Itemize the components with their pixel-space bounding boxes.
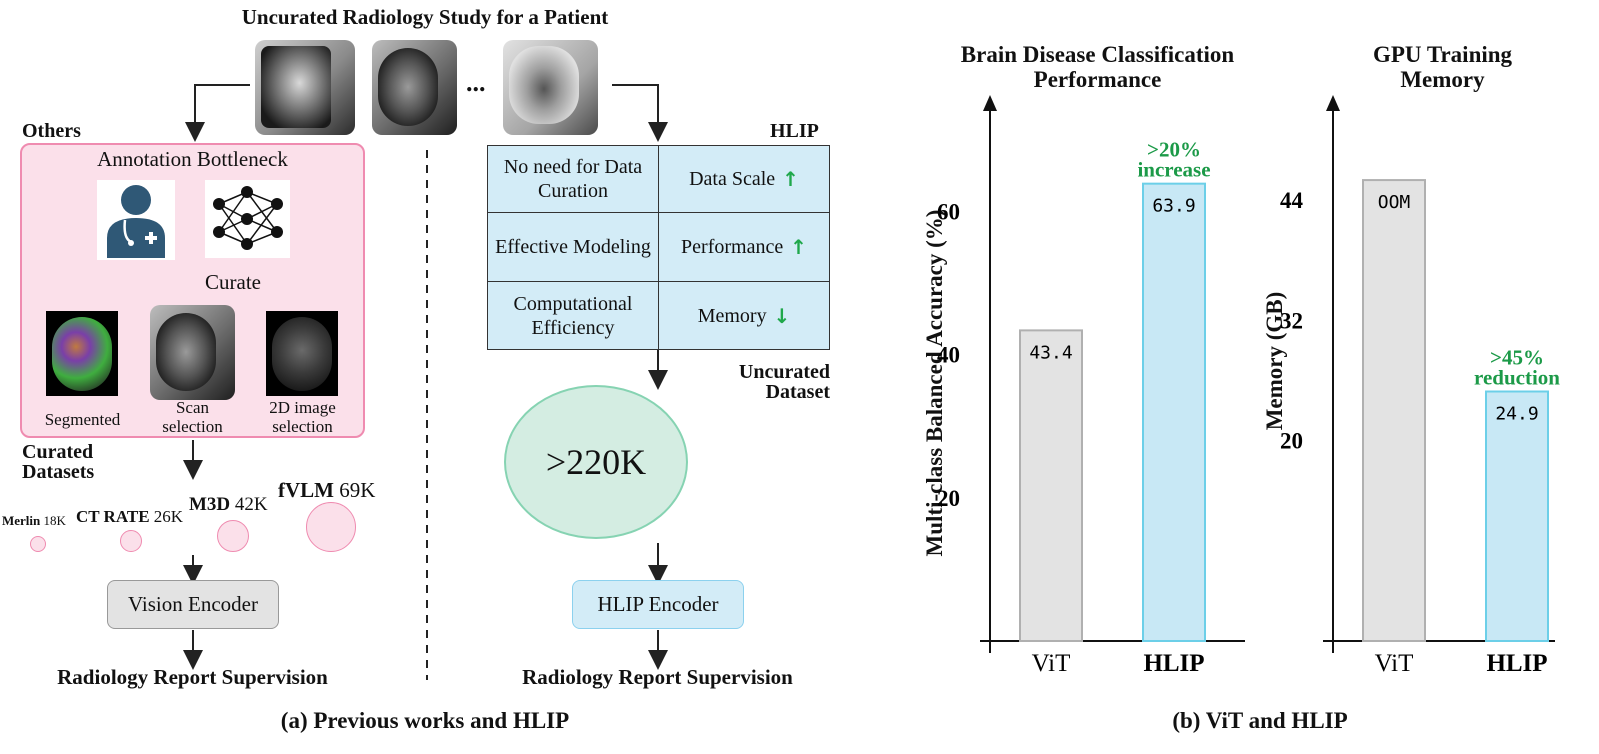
2d-image-selection-label: 2D image selection bbox=[269, 398, 336, 436]
table-cell-right-3: Memory ↓ bbox=[658, 281, 830, 350]
chart1-category-hlip: HLIP bbox=[1143, 650, 1204, 677]
uncurated-dataset-label: Uncurated Dataset bbox=[738, 361, 830, 403]
scan-selection-label: Scan selection bbox=[162, 398, 223, 436]
chart1-ytick-20: 20 bbox=[937, 486, 960, 511]
segmented-image bbox=[46, 311, 118, 396]
study-title: Uncurated Radiology Study for a Patient bbox=[241, 5, 609, 29]
down-arrow-icon: ↓ bbox=[766, 303, 791, 328]
chart1-ytick-60: 60 bbox=[937, 200, 960, 225]
chart2-annotation-line2: reduction bbox=[1474, 366, 1560, 390]
dataset-fvlm-bubble bbox=[306, 502, 356, 552]
up-arrow-icon: ↑ bbox=[775, 167, 799, 191]
chart1-ytick-40: 40 bbox=[937, 343, 960, 368]
dataset-ctrate-label: CT RATE 26K bbox=[76, 507, 184, 526]
brain-scan-axial bbox=[372, 40, 457, 135]
curated-datasets-label: Curated Datasets bbox=[22, 441, 95, 483]
chart1-y-axis-arrow-icon bbox=[983, 95, 997, 111]
bottleneck-title: Annotation Bottleneck bbox=[97, 147, 288, 171]
scan-selection-image bbox=[150, 305, 235, 400]
dataset-fvlm-label: fVLM 69K bbox=[278, 478, 376, 502]
scan-ellipsis: ... bbox=[466, 68, 486, 97]
chart1-title: Brain Disease Classification Performance bbox=[960, 42, 1235, 92]
chart2-annotation-line1: >45% bbox=[1490, 346, 1544, 370]
chart2-category-vit: ViT bbox=[1375, 650, 1414, 677]
chart2-ytick-44: 44 bbox=[1280, 188, 1304, 213]
chart1-annotation-line2: increase bbox=[1137, 158, 1210, 182]
chart1-annotation-line1: >20% bbox=[1147, 138, 1201, 162]
table-cell-left-2: Effective Modeling bbox=[487, 212, 659, 282]
dataset-merlin-label: Merlin 18K bbox=[2, 513, 66, 528]
dataset-merlin-bubble bbox=[30, 536, 46, 552]
flow-arrows bbox=[183, 84, 668, 680]
table-cell-right-1: Data Scale ↑ bbox=[658, 145, 830, 213]
others-label: Others bbox=[22, 120, 81, 142]
caption-left: (a) Previous works and HLIP bbox=[280, 708, 570, 733]
2d-image-selection-image bbox=[266, 311, 338, 396]
doctor-icon bbox=[97, 180, 175, 260]
brain-scan-coronal bbox=[503, 40, 598, 135]
up-arrow-icon: ↑ bbox=[783, 235, 807, 259]
table-cell-left-3: Computational Efficiency bbox=[487, 281, 659, 350]
hlip-encoder-box: HLIP Encoder bbox=[572, 580, 744, 629]
neural-network-icon bbox=[205, 180, 290, 258]
chart2-bar-vit bbox=[1362, 179, 1426, 643]
report-left-label: Radiology Report Supervision bbox=[57, 665, 328, 689]
chart2-y-axis-arrow-icon bbox=[1326, 95, 1340, 111]
chart2-ytick-32: 32 bbox=[1280, 308, 1303, 333]
chart2-category-hlip: HLIP bbox=[1486, 650, 1547, 677]
caption-right: (b) ViT and HLIP bbox=[1172, 708, 1348, 733]
chart2-title: GPU Training Memory bbox=[1372, 42, 1513, 92]
chart2-value-label-vit: OOM bbox=[1378, 192, 1411, 213]
chart2-bar-hlip bbox=[1485, 390, 1549, 643]
chart2-ytick-20: 20 bbox=[1280, 429, 1303, 454]
dataset-m3d-label: M3D 42K bbox=[189, 494, 268, 515]
dataset-size-circle: >220K bbox=[504, 385, 688, 539]
chart2-value-label-hlip: 24.9 bbox=[1495, 404, 1538, 425]
segmented-label: Segmented bbox=[44, 410, 121, 429]
table-cell-left-1: No need for Data Curation bbox=[487, 145, 659, 213]
dataset-ctrate-bubble bbox=[120, 530, 142, 552]
chart1-value-label-vit: 43.4 bbox=[1029, 342, 1072, 363]
report-right-label: Radiology Report Supervision bbox=[522, 665, 793, 689]
vision-encoder-box: Vision Encoder bbox=[107, 580, 279, 629]
dataset-m3d-bubble bbox=[217, 520, 249, 552]
chart1-value-label-hlip: 63.9 bbox=[1152, 196, 1195, 217]
arrow-to-hlip bbox=[612, 84, 668, 142]
chart1-bar-hlip bbox=[1142, 182, 1206, 642]
brain-scan-sagittal bbox=[255, 40, 355, 135]
chart1-category-vit: ViT bbox=[1032, 650, 1071, 677]
arrow-to-others bbox=[185, 84, 250, 142]
hlip-label: HLIP bbox=[770, 120, 819, 142]
chart1-bar-vit bbox=[1019, 329, 1083, 642]
curate-label: Curate bbox=[205, 270, 261, 294]
